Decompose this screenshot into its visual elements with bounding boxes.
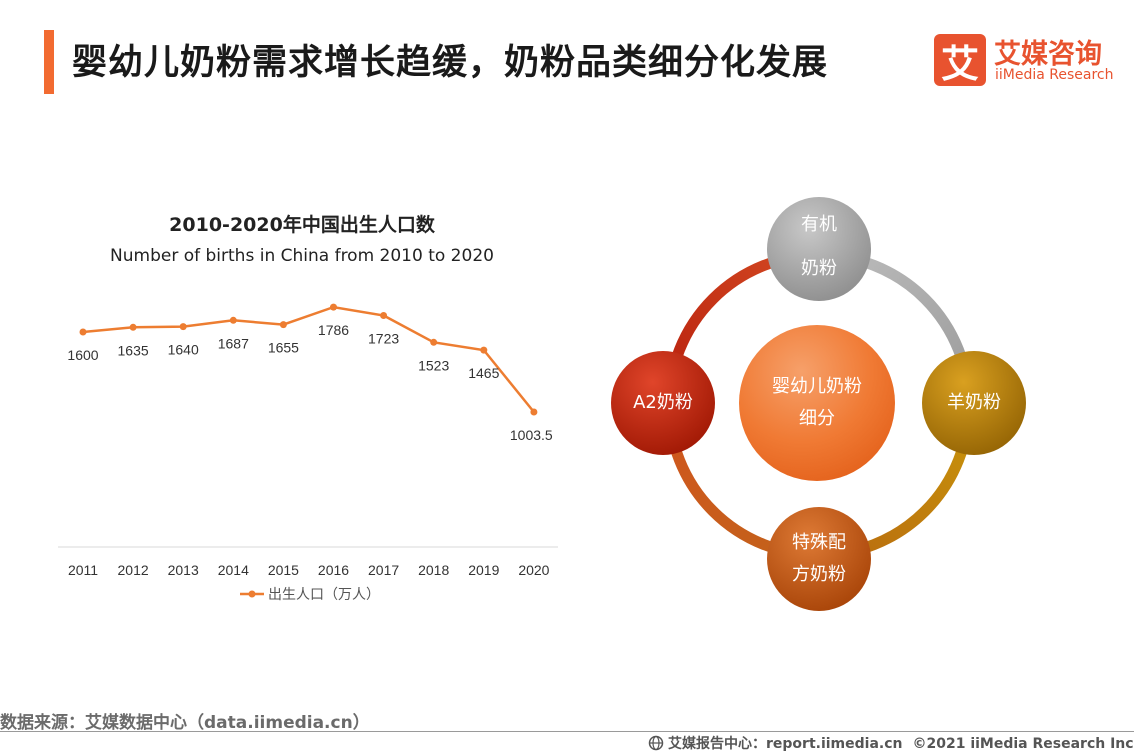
node-a2-label: A2奶粉 bbox=[611, 387, 715, 419]
node-special-line2: 方奶粉 bbox=[792, 564, 846, 585]
node-special-circle bbox=[767, 507, 871, 611]
x-tick-label: 2019 bbox=[468, 562, 499, 578]
center-line1: 婴幼儿奶粉 bbox=[772, 376, 862, 397]
center-circle bbox=[739, 325, 895, 481]
node-organic-circle bbox=[767, 197, 871, 301]
data-label: 1600 bbox=[67, 347, 98, 363]
legend-dot-marker bbox=[248, 590, 256, 598]
report-center-link[interactable]: 艾媒报告中心：report.iimedia.cn bbox=[668, 736, 903, 752]
title-accent-bar bbox=[44, 30, 54, 94]
node-special-line1: 特殊配 bbox=[792, 532, 846, 553]
globe-icon bbox=[648, 735, 664, 751]
data-label: 1635 bbox=[118, 342, 149, 358]
iimedia-logo: 艾 艾媒咨询 iiMedia Research bbox=[934, 34, 1114, 88]
legend-label: 出生人口（万人） bbox=[268, 586, 380, 602]
x-tick-label: 2013 bbox=[168, 562, 199, 578]
copyright: ©2021 iiMedia Research Inc bbox=[912, 736, 1134, 752]
data-point bbox=[380, 312, 388, 319]
data-point bbox=[330, 303, 337, 311]
x-tick-label: 2017 bbox=[368, 562, 399, 578]
data-point bbox=[179, 323, 187, 331]
footer: 艾媒报告中心：report.iimedia.cn ©2021 iiMedia Re… bbox=[648, 733, 1134, 753]
center-label: 婴幼儿奶粉 细分 bbox=[739, 371, 895, 435]
node-goat-circle bbox=[922, 351, 1026, 455]
data-label: 1655 bbox=[268, 340, 299, 356]
x-tick-label: 2015 bbox=[268, 562, 299, 578]
data-point bbox=[279, 321, 287, 329]
data-point bbox=[530, 408, 538, 416]
x-tick-label: 2011 bbox=[68, 562, 98, 578]
node-a2-circle bbox=[611, 351, 715, 455]
x-tick-label: 2018 bbox=[418, 562, 449, 578]
legend: 出生人口（万人） bbox=[240, 586, 380, 602]
data-label: 1523 bbox=[418, 357, 449, 373]
node-special-label: 特殊配 方奶粉 bbox=[767, 527, 871, 591]
x-tick-label: 2012 bbox=[118, 562, 149, 578]
chart-subtitle: Number of births in China from 2010 to 2… bbox=[110, 246, 494, 266]
data-point bbox=[79, 328, 87, 336]
x-tick-label: 2016 bbox=[318, 562, 349, 578]
data-label: 1003.5 bbox=[510, 427, 553, 443]
series-line bbox=[82, 305, 535, 413]
data-point bbox=[430, 338, 438, 346]
x-tick-label: 2014 bbox=[218, 562, 249, 578]
node-goat-line1: 羊奶粉 bbox=[947, 392, 1001, 413]
node-organic-line2: 奶粉 bbox=[801, 258, 837, 279]
series-group: 1600 2011 1635 2012 1640 2013 1687 2014 1655 2015… bbox=[67, 303, 553, 578]
data-source: 数据来源：艾媒数据中心（data.iimedia.cn） bbox=[0, 713, 370, 733]
node-goat-label: 羊奶粉 bbox=[922, 387, 1026, 419]
data-label: 1786 bbox=[318, 322, 349, 338]
node-a2-line1: A2奶粉 bbox=[633, 392, 693, 413]
chart-title: 2010-2020年中国出生人口数 bbox=[169, 214, 435, 236]
data-label: 1465 bbox=[468, 365, 499, 381]
logo-chinese-name: 艾媒咨询 bbox=[994, 39, 1102, 70]
logo-mark: 艾 bbox=[934, 34, 986, 86]
logo-english-name: iiMedia Research bbox=[995, 67, 1114, 83]
center-line2: 细分 bbox=[799, 408, 835, 429]
data-point bbox=[480, 346, 488, 354]
data-label: 1640 bbox=[168, 342, 199, 358]
node-organic-label: 有机 奶粉 bbox=[767, 209, 871, 285]
data-label: 1723 bbox=[368, 331, 399, 347]
footer-divider bbox=[0, 731, 1134, 732]
data-point bbox=[229, 316, 237, 324]
x-tick-label: 2020 bbox=[518, 562, 549, 578]
data-label: 1687 bbox=[218, 335, 249, 351]
data-point bbox=[129, 323, 137, 331]
node-organic-line1: 有机 bbox=[801, 214, 837, 235]
page-title: 婴幼儿奶粉需求增长趋缓，奶粉品类细分化发展 bbox=[72, 43, 829, 83]
